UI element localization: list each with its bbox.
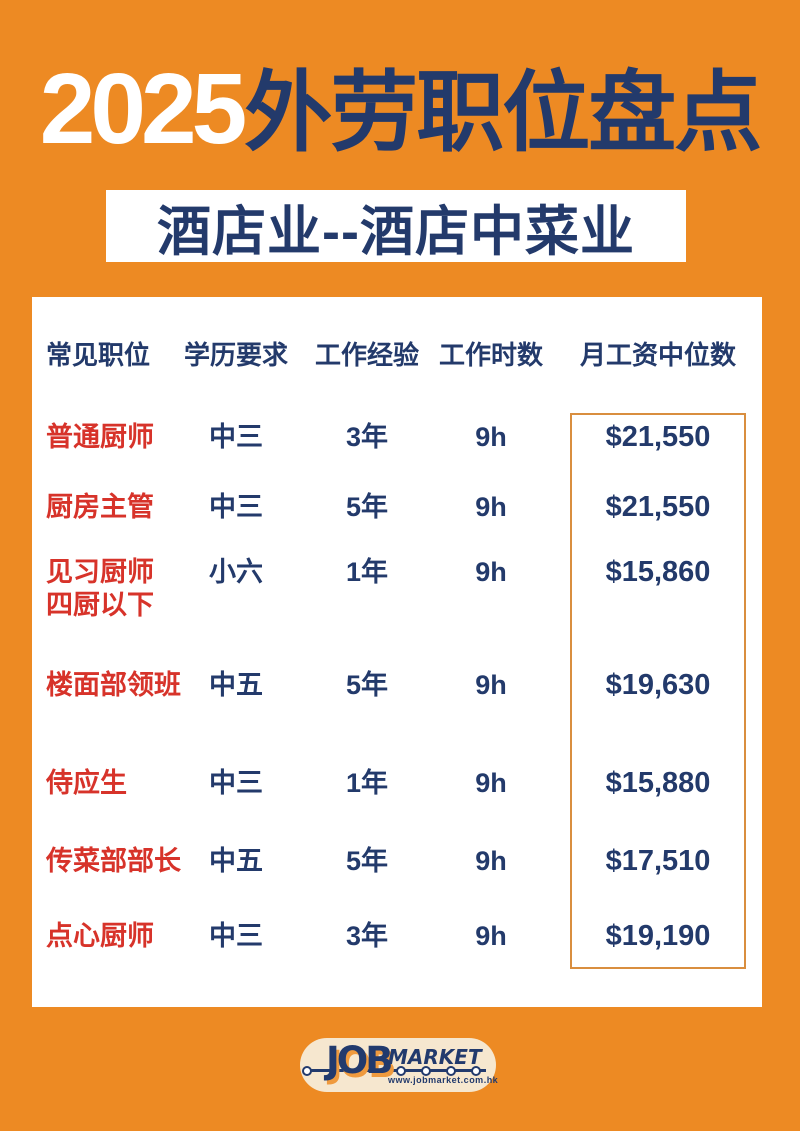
hours-cell: 9h xyxy=(475,422,507,452)
hours-cell: 9h xyxy=(475,921,507,951)
table-row: 厨房主管 中三 5年 9h $21,550 xyxy=(32,485,762,529)
salary-column-highlight-box xyxy=(570,413,746,969)
logo-market-text: MARKET xyxy=(388,1045,482,1069)
salary-cell: $21,550 xyxy=(605,421,711,453)
education-cell: 中三 xyxy=(209,492,263,522)
salary-cell: $15,880 xyxy=(605,767,711,799)
salary-cell: $19,630 xyxy=(605,669,711,701)
education-cell: 中三 xyxy=(209,921,263,951)
table-row: 见习厨师 四厨以下 小六 1年 9h $15,860 xyxy=(32,550,762,640)
experience-cell: 5年 xyxy=(345,846,389,876)
education-cell: 小六 xyxy=(209,557,263,587)
hours-cell: 9h xyxy=(475,492,507,522)
logo-node-icon xyxy=(471,1066,481,1076)
page-title: 2025外劳职位盘点 xyxy=(0,50,800,172)
table-row: 楼面部领班 中五 5年 9h $19,630 xyxy=(32,663,762,707)
experience-cell: 3年 xyxy=(345,921,389,951)
subtitle-text: 酒店业--酒店中菜业 xyxy=(157,201,635,262)
position-cell: 侍应生 xyxy=(46,768,127,798)
jobmarket-logo: JOB MARKET www.jobmarket.com.hk xyxy=(300,1038,499,1092)
header-education: 学历要求 xyxy=(183,340,288,370)
experience-cell: 3年 xyxy=(345,422,389,452)
logo-node-icon xyxy=(302,1066,312,1076)
table-row: 普通厨师 中三 3年 9h $21,550 xyxy=(32,415,762,459)
education-cell: 中五 xyxy=(209,846,263,876)
salary-cell: $21,550 xyxy=(605,491,711,523)
experience-cell: 1年 xyxy=(345,768,389,798)
table-row: 点心厨师 中三 3年 9h $19,190 xyxy=(32,914,762,958)
logo-job-text: JOB xyxy=(326,1039,393,1082)
position-cell: 见习厨师 四厨以下 xyxy=(46,557,154,620)
logo-url-text: www.jobmarket.com.hk xyxy=(388,1075,499,1085)
position-cell: 传菜部部长 xyxy=(46,846,181,876)
table-row: 侍应生 中三 1年 9h $15,880 xyxy=(32,761,762,805)
header-position: 常见职位 xyxy=(46,340,151,370)
experience-cell: 5年 xyxy=(345,492,389,522)
hours-cell: 9h xyxy=(475,846,507,876)
education-cell: 中三 xyxy=(209,422,263,452)
table-header-row: 常见职位 学历要求 工作经验 工作时数 月工资中位数 xyxy=(32,333,762,377)
hours-cell: 9h xyxy=(475,557,507,587)
logo-node-icon xyxy=(396,1066,406,1076)
table-row: 传菜部部长 中五 5年 9h $17,510 xyxy=(32,839,762,883)
subtitle-banner: 酒店业--酒店中菜业 xyxy=(106,190,686,262)
logo-node-icon xyxy=(446,1066,456,1076)
position-cell: 点心厨师 xyxy=(46,921,154,951)
salary-cell: $19,190 xyxy=(605,920,711,952)
header-hours: 工作时数 xyxy=(438,340,543,370)
title-year: 2025 xyxy=(39,53,247,165)
logo-node-icon xyxy=(421,1066,431,1076)
jobs-table-card: 常见职位 学历要求 工作经验 工作时数 月工资中位数 普通厨师 中三 3年 9h… xyxy=(32,297,762,1007)
position-cell: 厨房主管 xyxy=(46,492,154,522)
education-cell: 中五 xyxy=(209,670,263,700)
education-cell: 中三 xyxy=(209,768,263,798)
salary-cell: $17,510 xyxy=(605,845,711,877)
experience-cell: 1年 xyxy=(345,557,389,587)
hours-cell: 9h xyxy=(475,768,507,798)
header-salary: 月工资中位数 xyxy=(579,340,736,370)
header-experience: 工作经验 xyxy=(314,340,419,370)
title-text: 外劳职位盘点 xyxy=(244,63,762,162)
hours-cell: 9h xyxy=(475,670,507,700)
position-cell: 普通厨师 xyxy=(46,422,154,452)
position-cell: 楼面部领班 xyxy=(46,670,181,700)
experience-cell: 5年 xyxy=(345,670,389,700)
salary-cell: $15,860 xyxy=(605,556,711,588)
